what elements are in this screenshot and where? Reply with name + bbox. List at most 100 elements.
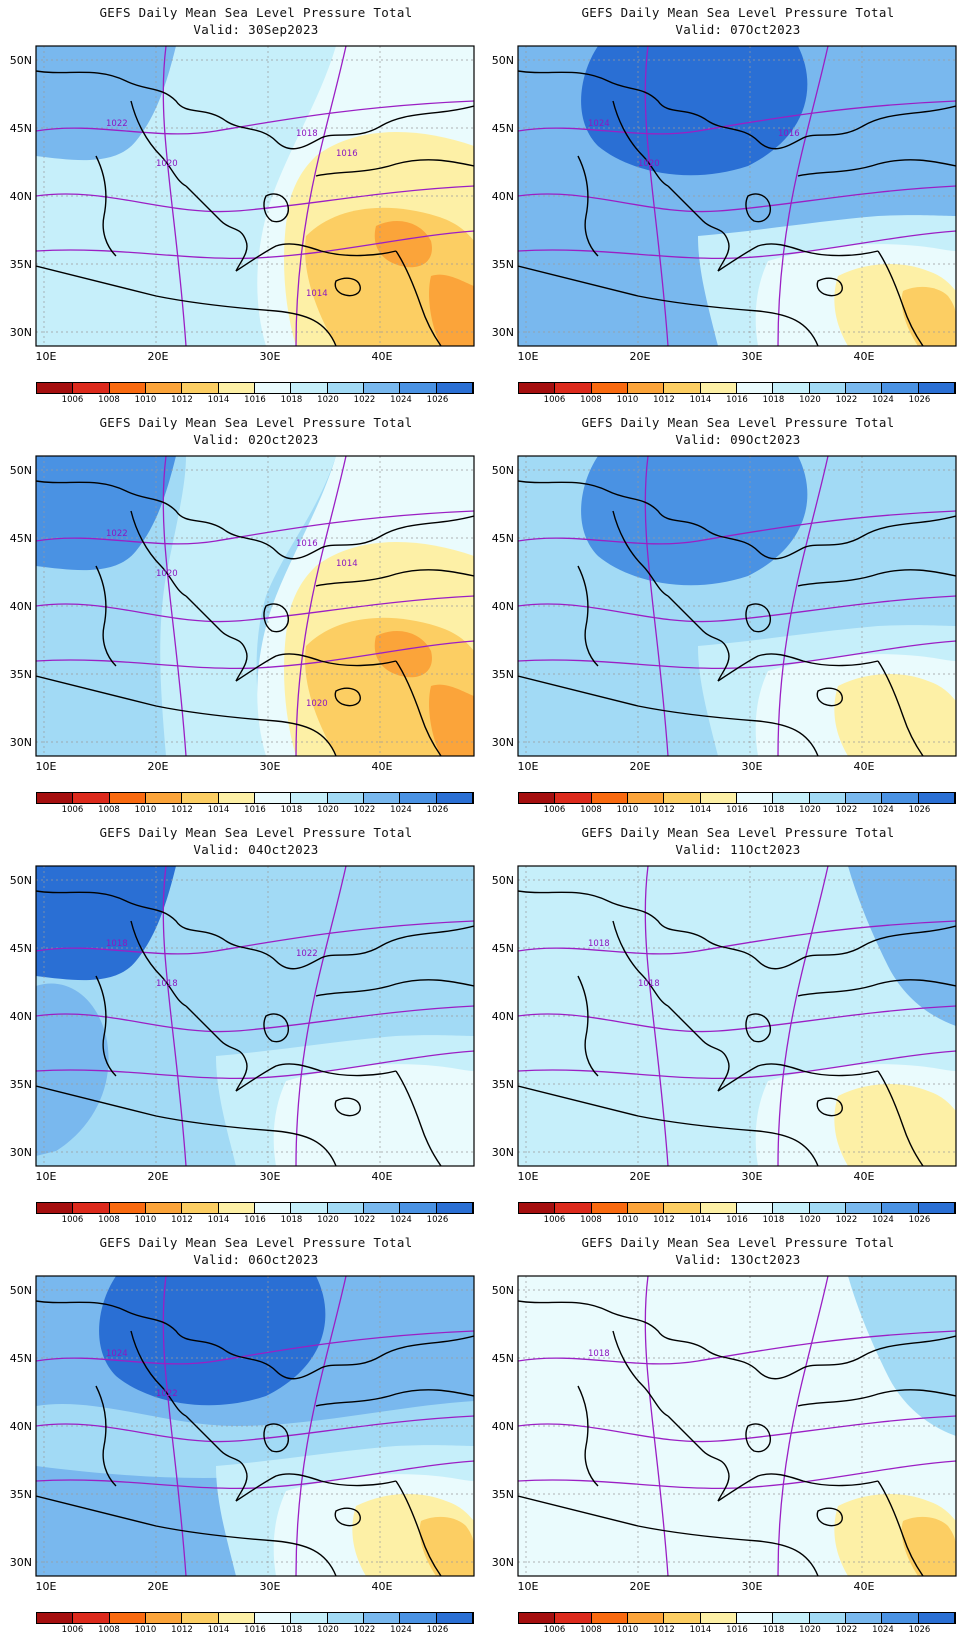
isobar-line [295, 1276, 347, 1576]
colorbar-label: 1012 [171, 805, 193, 815]
coastline [816, 1097, 843, 1117]
map-frame [517, 865, 957, 1167]
colorbar-label: 1014 [689, 1625, 712, 1635]
colorbar-label: 1010 [134, 805, 157, 815]
colorbar-label: 1016 [726, 1215, 748, 1225]
colorbar-label: 1006 [543, 805, 566, 815]
colorbar-labels: 1006 1008 1010 1012 1014 1016 1018 1020 1022 1024… [36, 395, 474, 407]
lon-tick-label: 20E [148, 1170, 169, 1183]
colorbar-segment [627, 1613, 665, 1623]
colorbar-label: 1016 [726, 1625, 748, 1635]
isobar-line [162, 1276, 187, 1576]
colorbar [518, 382, 956, 394]
lon-tick-label: 40E [372, 1170, 393, 1183]
colorbar-label: 1014 [689, 1215, 712, 1225]
lat-tick-label: 35N [492, 1078, 514, 1091]
map-panel: GEFS Daily Mean Sea Level Pressure Total… [0, 410, 482, 820]
colorbar-label: 1012 [653, 395, 675, 405]
lat-tick-label: 50N [10, 54, 32, 67]
isobar-label: 1016 [296, 539, 318, 549]
colorbar [518, 792, 956, 804]
isobar-line [644, 866, 669, 1166]
colorbar-label: 1016 [726, 395, 748, 405]
coastline [577, 565, 599, 667]
lat-tick-label: 50N [10, 874, 32, 887]
colorbar-segment [555, 1613, 592, 1623]
coastline [816, 277, 843, 297]
colorbar-segment [664, 1203, 701, 1213]
coastline [263, 603, 289, 633]
colorbar-label: 1018 [762, 805, 785, 815]
colorbar-segment [363, 1613, 401, 1623]
lat-tick-label: 30N [492, 736, 514, 749]
pressure-region-1016 [273, 1064, 474, 1166]
isobar-label: 1024 [106, 1349, 128, 1359]
colorbar-label: 1012 [171, 395, 193, 405]
isobar-label: 1020 [306, 699, 328, 709]
lat-tick-label: 40N [10, 600, 32, 613]
colorbar-segment [327, 1613, 364, 1623]
isobar-line [162, 866, 187, 1166]
colorbar-segment [773, 1613, 810, 1623]
isobar-line [36, 595, 474, 623]
colorbar-label: 1026 [908, 1215, 931, 1225]
colorbar-label: 1010 [134, 1625, 157, 1635]
colorbar-label: 1006 [543, 1625, 566, 1635]
panel-valid-date: Valid: 04Oct2023 [193, 842, 319, 857]
coastline [334, 1097, 361, 1117]
coastline [395, 250, 442, 346]
lat-tick-label: 30N [10, 1556, 32, 1569]
coastline [334, 277, 361, 297]
coastline [577, 975, 599, 1077]
map-panel: GEFS Daily Mean Sea Level Pressure Total… [0, 1230, 482, 1640]
colorbar-label: 1018 [280, 395, 303, 405]
colorbar-label: 1020 [317, 1625, 339, 1635]
colorbar-segment [109, 793, 146, 803]
isobar-line [162, 456, 187, 756]
colorbar-label: 1010 [134, 395, 157, 405]
isobar-label: 1022 [296, 949, 318, 959]
panel-valid-date: Valid: 11Oct2023 [675, 842, 801, 857]
colorbar-label: 1006 [61, 805, 84, 815]
coastline [612, 920, 669, 1007]
lon-tick-label: 10E [36, 1580, 57, 1593]
colorbar-label: 1026 [908, 395, 931, 405]
lon-tick-label: 30E [260, 760, 281, 773]
coastline [36, 265, 337, 346]
colorbar-label: 1020 [799, 1215, 821, 1225]
lat-tick-label: 50N [10, 464, 32, 477]
colorbar-label: 1022 [353, 1215, 376, 1225]
isobar-label: 1018 [156, 979, 178, 989]
isobar-line [644, 1276, 669, 1576]
colorbar-segment [400, 793, 437, 803]
colorbar-label: 1024 [872, 395, 894, 405]
coastline [717, 653, 879, 682]
map-frame [517, 45, 957, 347]
lat-tick-label: 45N [10, 942, 32, 955]
coastline [797, 1389, 956, 1407]
lon-tick-label: 10E [36, 760, 57, 773]
coastline [95, 975, 117, 1077]
isobar-line [518, 510, 956, 545]
colorbar-label: 1024 [872, 805, 894, 815]
lon-tick-label: 10E [36, 350, 57, 363]
pressure-map: 1018 1018 1022 50N 45N 40N 35N 30N 10E 20E 30E 40E [10, 865, 475, 1183]
isobar-line [518, 185, 956, 213]
colorbar-segment [918, 793, 955, 803]
colorbar-segment [73, 383, 110, 393]
colorbar-segment [736, 1613, 774, 1623]
colorbar-segment [591, 793, 628, 803]
coastline [877, 1070, 924, 1166]
colorbar-label: 1022 [353, 805, 376, 815]
map-panel: GEFS Daily Mean Sea Level Pressure Total… [0, 820, 482, 1230]
coastline [130, 920, 187, 1007]
isobar-line [777, 866, 829, 1166]
isobar-label: 1018 [638, 979, 660, 989]
coastline [130, 100, 187, 187]
colorbar-segment [627, 1203, 665, 1213]
map-frame [35, 45, 475, 347]
lon-tick-label: 30E [742, 760, 763, 773]
colorbar-label: 1010 [616, 1625, 639, 1635]
colorbar-label: 1010 [616, 805, 639, 815]
pressure-region-1012 [901, 286, 956, 346]
